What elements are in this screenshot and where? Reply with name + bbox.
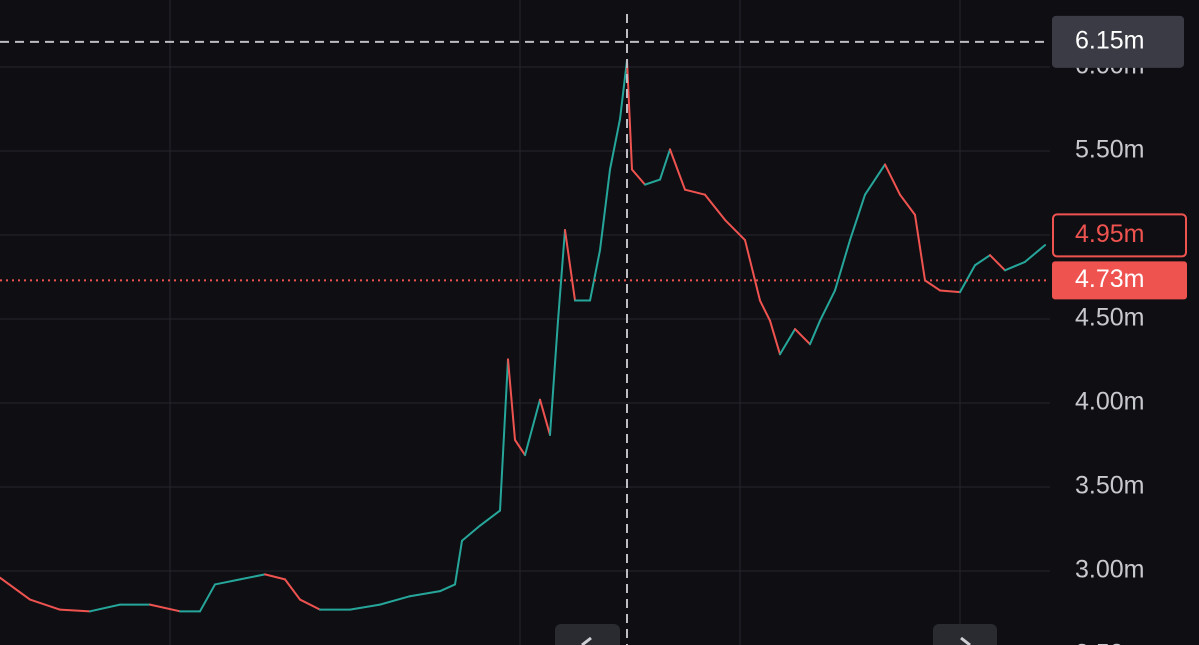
price-segment [609,118,621,171]
price-segment [409,590,441,598]
price-segment [149,603,181,613]
price-segment [454,539,463,586]
y-tick-label: 2.50m [1075,640,1144,645]
price-segment [769,319,781,356]
price-segment [819,289,836,322]
price-segment [549,319,559,436]
price-segment [759,299,771,322]
price-segment [899,193,916,216]
price-segment [599,168,611,252]
price-segment [589,249,601,302]
price-segment [779,328,796,356]
price-segment [974,254,991,267]
price-segment [959,264,976,294]
price-segment [89,603,121,613]
price-segment [214,578,241,586]
price-segment [524,398,541,457]
price-segment [461,524,481,542]
last-price-label: 4.95m [1075,220,1144,248]
price-segment [299,598,321,611]
y-tick-label: 3.00m [1075,556,1144,584]
price-segment [564,228,576,302]
price-segment [644,178,661,186]
price-segment [659,148,671,181]
price-segment [29,598,61,611]
price-segment [864,163,886,196]
price-segment [284,578,301,601]
price-segment [199,583,216,613]
vertical-grid [169,0,961,645]
price-segment [507,358,516,441]
button-bg[interactable] [933,624,997,645]
price-segment [379,595,411,606]
arrow-right [960,636,971,645]
y-tick-label: 3.50m [1075,472,1144,500]
price-segment [264,573,286,581]
price-segment [704,193,726,221]
price-segment [849,193,866,242]
current-price-bg [1052,261,1187,300]
price-segment [0,576,31,601]
price-segment [834,239,851,292]
y-tick-label: 5.50m [1075,136,1144,164]
price-segment [479,509,501,527]
price-segment [1024,244,1046,263]
price-segment [684,188,706,196]
price-segment [349,603,381,611]
button-bg[interactable] [555,624,620,645]
crosshair-label-bg [1052,15,1184,68]
price-segment [669,148,686,191]
price-segment [924,279,941,292]
price-segment [794,328,811,346]
crosshair-label: 6.15m [1075,26,1144,54]
price-segment [914,213,926,282]
price-segment [724,218,746,242]
current-price-label: 4.73m [1075,265,1144,293]
last-price-bg [1052,213,1187,258]
price-segment [239,573,266,581]
price-segment [809,319,821,346]
price-segment [557,228,566,322]
price-segment [744,239,761,302]
price-segment [884,163,901,196]
scroll-left-button[interactable] [555,624,620,645]
y-tick-label: 4.50m [1075,304,1144,332]
price-segment [939,289,961,294]
price-segment [439,583,456,593]
price-segment [989,254,1006,272]
arrow-left [581,636,592,645]
price-segment [631,168,646,186]
y-tick-label: 4.00m [1075,388,1144,416]
price-segment [514,438,526,457]
price-segment [59,608,91,613]
scroll-right-button[interactable] [933,624,997,645]
price-segment [499,358,509,512]
price-segment [539,398,551,436]
price-segment [1004,260,1026,272]
price-segment [619,59,628,121]
